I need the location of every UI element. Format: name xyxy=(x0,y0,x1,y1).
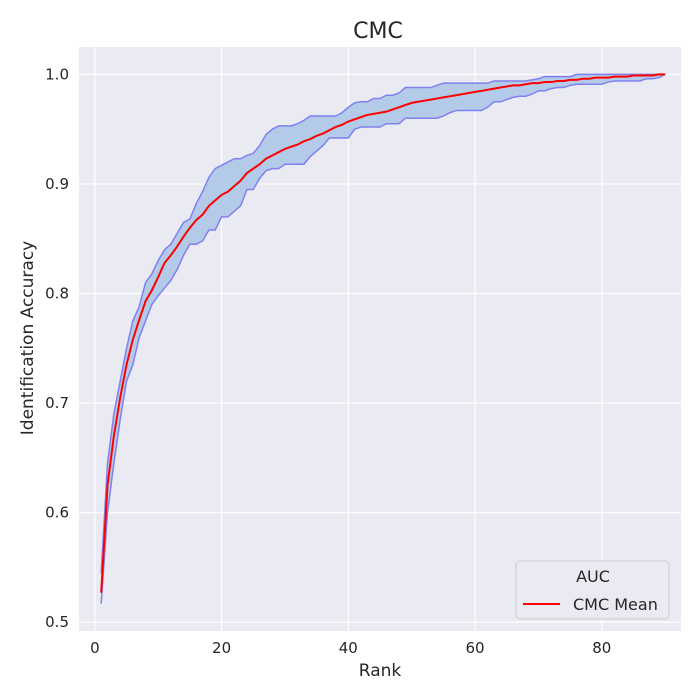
mean-line-layer xyxy=(100,73,666,593)
x-tick-label: 60 xyxy=(466,639,485,657)
y-tick-label: 0.8 xyxy=(45,285,69,303)
x-tick-label: 40 xyxy=(339,639,358,657)
band-lower-edge xyxy=(100,73,666,604)
x-tick-label: 0 xyxy=(90,639,100,657)
y-axis-ticks: 0.5 0.6 0.7 0.8 0.9 1.0 xyxy=(45,65,69,631)
legend: AUC CMC Mean xyxy=(515,560,670,620)
confidence-band xyxy=(100,73,666,604)
y-tick-label: 0.9 xyxy=(45,175,69,193)
y-tick-label: 0.6 xyxy=(45,504,69,522)
y-tick-label: 0.7 xyxy=(45,394,69,412)
x-axis-ticks: 0 20 40 60 80 xyxy=(90,639,611,657)
x-tick-label: 20 xyxy=(212,639,231,657)
legend-label-cmc-mean: CMC Mean xyxy=(573,595,658,614)
x-tick-label: 80 xyxy=(592,639,611,657)
series-line-cmc-mean xyxy=(100,73,666,593)
x-axis-label: Rank xyxy=(359,661,402,681)
legend-title: AUC xyxy=(576,567,610,586)
y-tick-label: 0.5 xyxy=(45,613,69,631)
y-axis-label: Identification Accuracy xyxy=(18,241,38,435)
y-tick-label: 1.0 xyxy=(45,65,69,83)
band-upper-edge xyxy=(100,73,666,573)
chart-title: CMC xyxy=(353,19,403,44)
plot-area xyxy=(79,47,681,631)
